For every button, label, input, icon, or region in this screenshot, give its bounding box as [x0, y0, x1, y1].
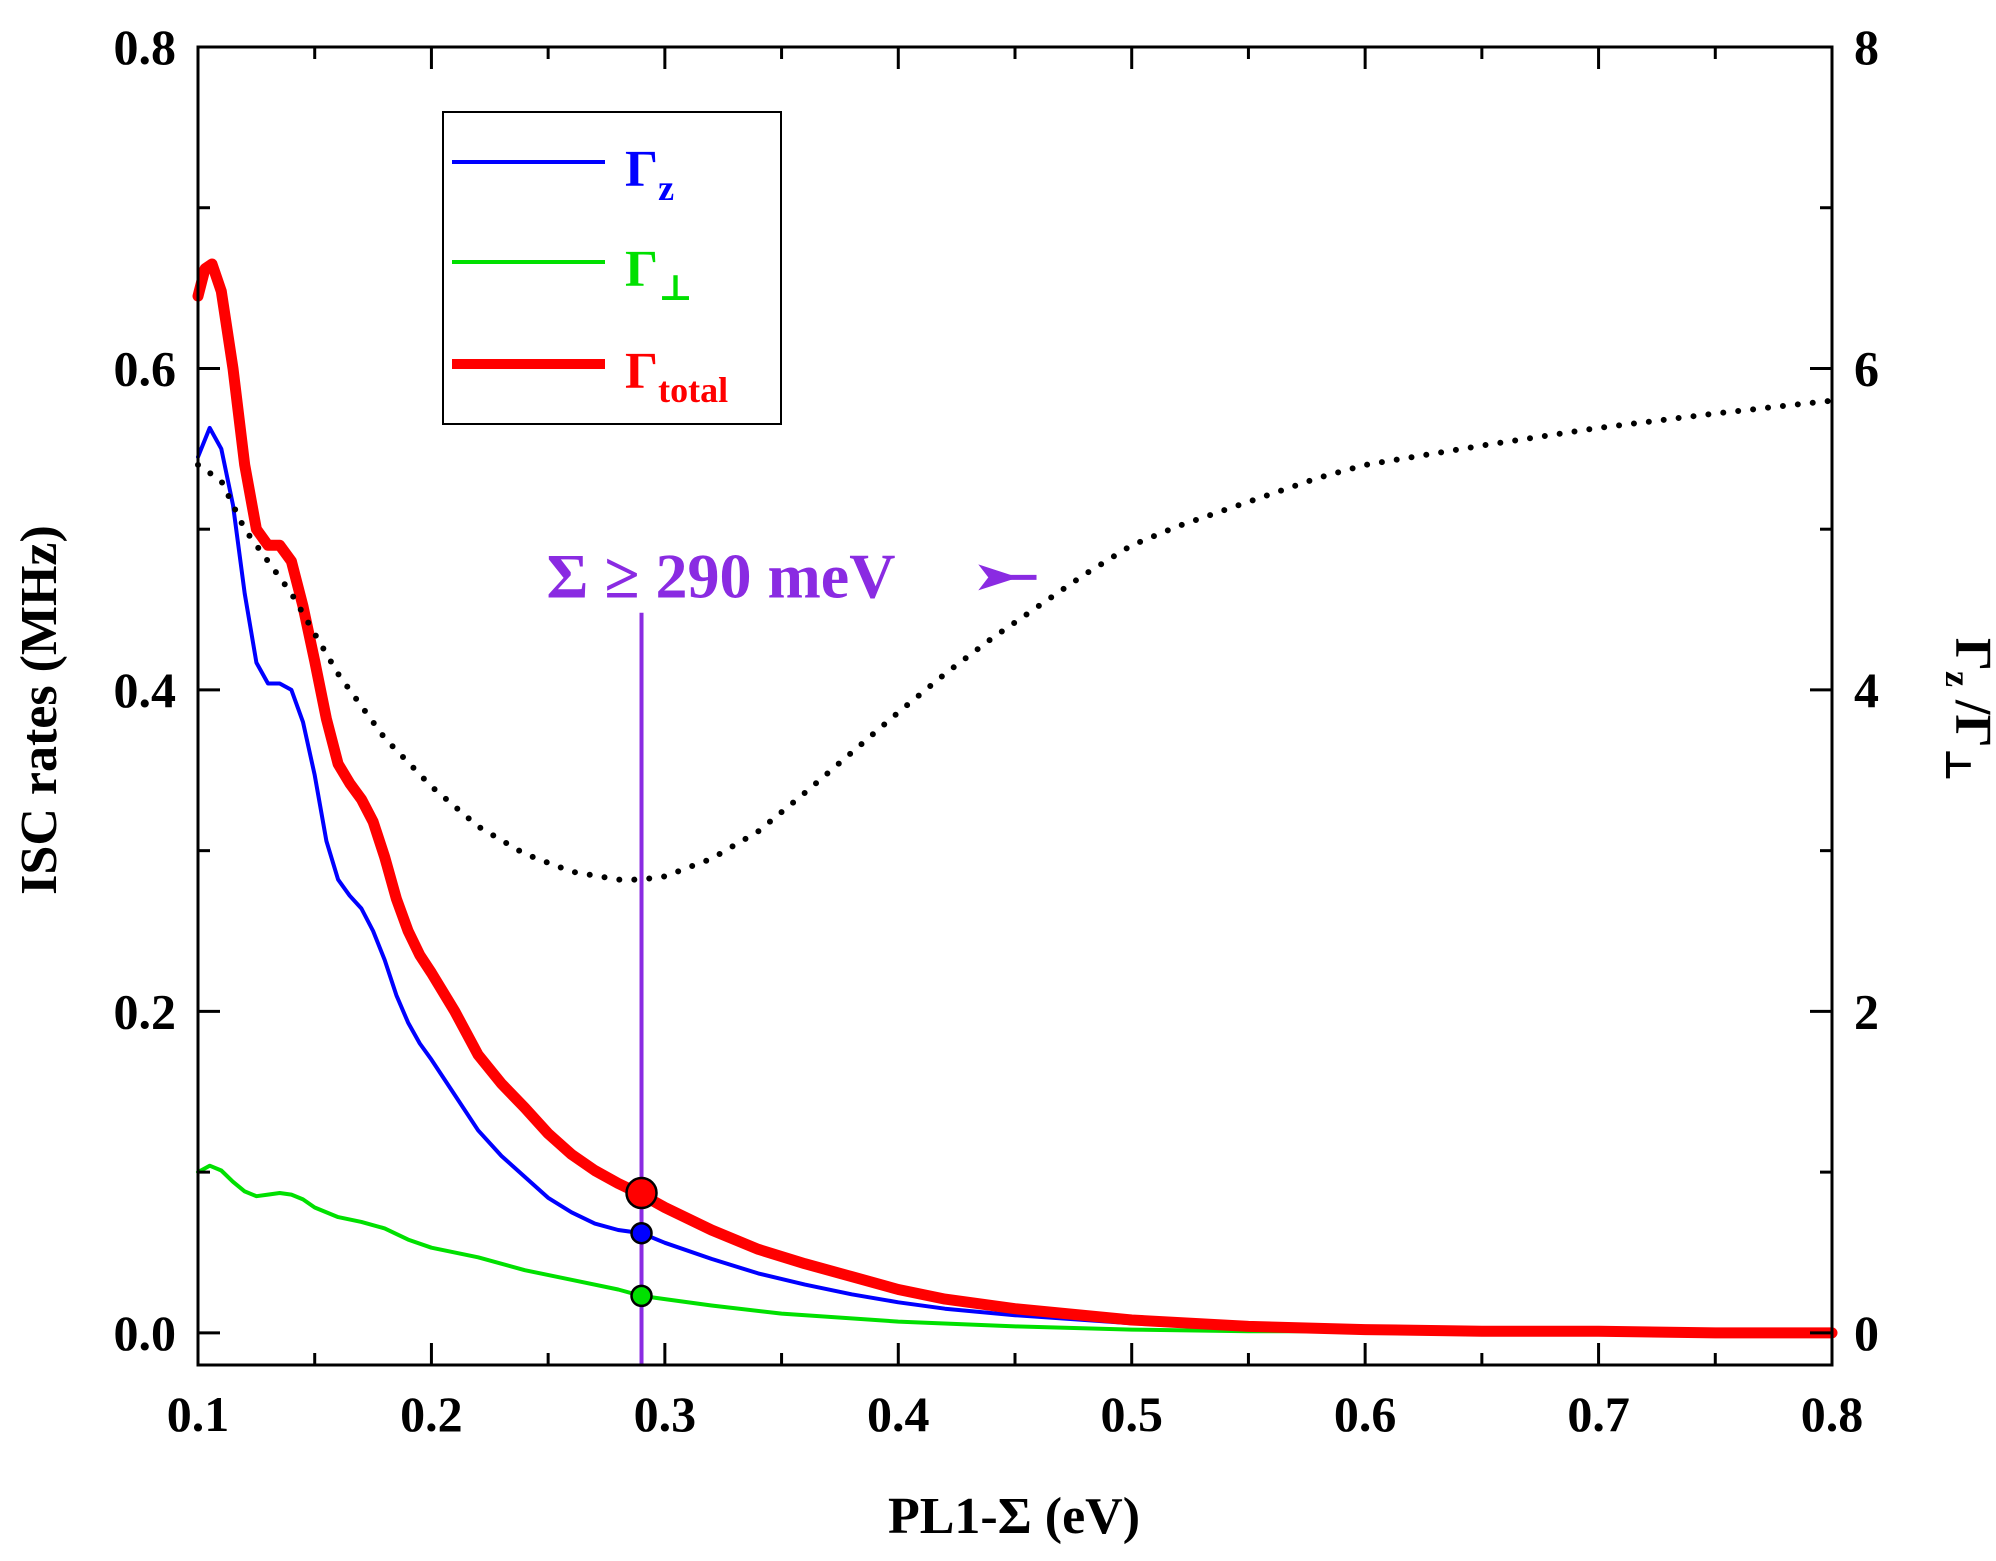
y2-label-gamma: Γ — [1944, 638, 1996, 671]
ticks-layer: 0.1 0.2 0.3 0.4 0.5 0.6 0.7 0.8 0.0 0.2 0.4 0.6 0.8 0… — [114, 19, 1880, 1442]
y2-tick-label: 4 — [1854, 662, 1879, 718]
legend-label-gtotal: Γtotal — [625, 343, 728, 410]
legend-gz-main: Γ — [625, 141, 658, 198]
total-marker — [625, 1176, 658, 1210]
y2-label-sub-z: z — [1938, 671, 1978, 687]
x-tick-label: 0.6 — [1334, 1386, 1397, 1442]
y2-label-slash: /Γ — [1944, 687, 1996, 748]
x-tick-label: 0.4 — [867, 1386, 930, 1442]
plot-frame — [196, 45, 1834, 1367]
y-tick-label: 0.0 — [114, 1305, 177, 1361]
legend-frame — [442, 111, 782, 425]
series-line-3 — [195, 397, 1835, 883]
gz-marker — [630, 1221, 653, 1245]
legend-gperp-sub: ⊥ — [658, 268, 693, 308]
annotation-arrow-head — [978, 564, 1019, 591]
y-tick-label: 0.8 — [114, 19, 177, 75]
gperp-marker — [630, 1284, 653, 1308]
series-line-1 — [196, 1163, 1834, 1335]
series-line-0 — [196, 425, 1834, 1335]
y2-tick-label: 8 — [1854, 19, 1879, 75]
x-tick-label: 0.2 — [400, 1386, 463, 1442]
y-tick-label: 0.4 — [114, 662, 177, 718]
legend-label-gz: Γz — [625, 141, 674, 208]
legend-label-gperp: Γ⊥ — [625, 241, 693, 308]
y2-axis-label: Γz /Γ⊥ — [1938, 638, 1996, 782]
y-axis-label: ISC rates (MHz) — [11, 525, 68, 895]
legend-gz-sub: z — [658, 168, 674, 208]
x-tick-label: 0.1 — [167, 1386, 230, 1442]
legend-gtotal-sub: total — [658, 370, 728, 410]
threshold-annotation: Σ ≥ 290 meV — [547, 540, 896, 611]
legend-gperp-main: Γ — [625, 241, 658, 298]
x-axis-label: PL1-Σ (eV) — [888, 1488, 1140, 1545]
x-tick-label: 0.5 — [1100, 1386, 1163, 1442]
x-tick-label: 0.8 — [1801, 1386, 1864, 1442]
x-tick-label: 0.7 — [1567, 1386, 1630, 1442]
y2-tick-label: 2 — [1854, 983, 1879, 1039]
y-tick-label: 0.6 — [114, 340, 177, 396]
x-tick-label: 0.3 — [634, 1386, 697, 1442]
legend-gtotal-main: Γ — [625, 343, 658, 400]
series-line-2 — [192, 258, 1838, 1339]
y2-tick-label: 6 — [1854, 340, 1879, 396]
y2-tick-label: 0 — [1854, 1305, 1879, 1361]
series-layer — [192, 258, 1838, 1365]
annotation-arrow — [978, 564, 1037, 591]
y2-label-sub-perp: ⊥ — [1938, 748, 1978, 783]
y-tick-label: 0.2 — [114, 983, 177, 1039]
legend: Γz Γ⊥ Γtotal — [442, 111, 782, 425]
